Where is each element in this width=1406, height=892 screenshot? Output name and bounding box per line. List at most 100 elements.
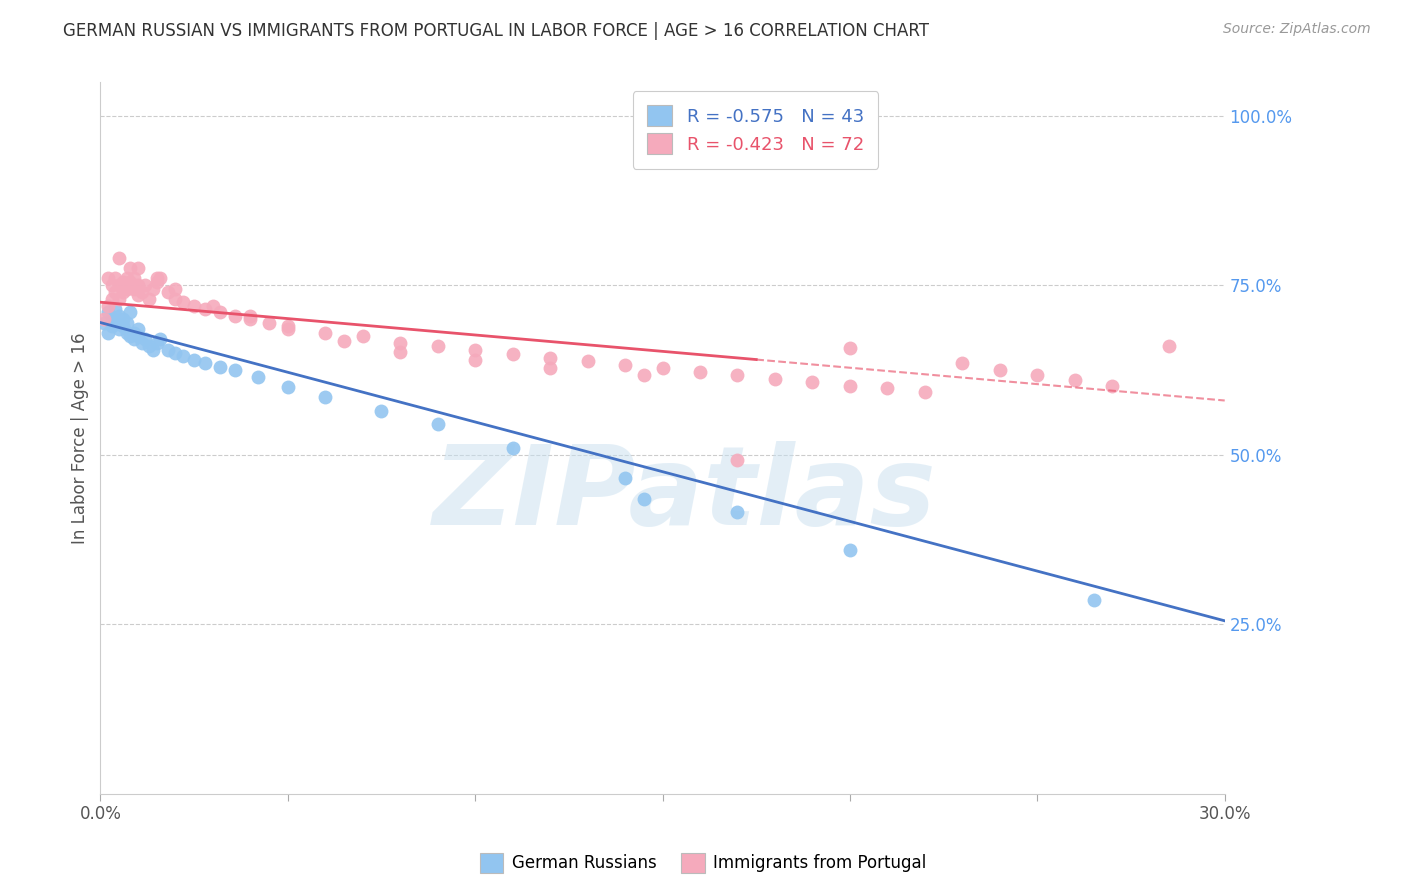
Point xyxy=(763,372,786,386)
Point xyxy=(633,368,655,382)
Point xyxy=(104,301,127,316)
Point xyxy=(914,385,936,400)
Point xyxy=(224,309,246,323)
Point xyxy=(1083,593,1105,607)
Point xyxy=(138,339,160,353)
Point xyxy=(120,275,142,289)
Point xyxy=(142,343,165,357)
Point xyxy=(142,282,165,296)
Point xyxy=(389,335,412,350)
Point xyxy=(115,326,138,340)
Point xyxy=(988,363,1011,377)
Point xyxy=(839,542,862,557)
Point xyxy=(120,305,142,319)
Point xyxy=(104,285,127,299)
Point xyxy=(172,295,194,310)
Point xyxy=(149,333,172,347)
Point xyxy=(108,278,131,293)
Point xyxy=(633,491,655,506)
Point xyxy=(209,359,232,374)
Point xyxy=(277,322,299,336)
Point xyxy=(104,271,127,285)
Point xyxy=(538,351,561,366)
Point xyxy=(502,441,524,455)
Point xyxy=(257,316,280,330)
Point xyxy=(165,282,187,296)
Point xyxy=(464,343,486,357)
Point xyxy=(111,312,134,326)
Legend: German Russians, Immigrants from Portugal: German Russians, Immigrants from Portuga… xyxy=(474,847,932,880)
Point xyxy=(145,275,167,289)
Point xyxy=(115,282,138,296)
Point xyxy=(127,278,149,293)
Text: ZIPatlas: ZIPatlas xyxy=(433,442,936,549)
Point xyxy=(108,309,131,323)
Point xyxy=(183,352,205,367)
Point xyxy=(97,326,120,340)
Point xyxy=(122,326,145,340)
Point xyxy=(239,312,262,326)
Point xyxy=(209,305,232,319)
Point xyxy=(801,375,824,389)
Point xyxy=(165,292,187,306)
Y-axis label: In Labor Force | Age > 16: In Labor Force | Age > 16 xyxy=(72,332,89,543)
Point xyxy=(100,278,122,293)
Point xyxy=(127,288,149,302)
Point xyxy=(127,261,149,276)
Point xyxy=(183,299,205,313)
Point xyxy=(111,275,134,289)
Point xyxy=(839,341,862,355)
Point xyxy=(100,312,122,326)
Point xyxy=(370,403,392,417)
Point xyxy=(172,350,194,364)
Point xyxy=(950,356,973,370)
Point xyxy=(352,329,374,343)
Point xyxy=(277,318,299,333)
Point xyxy=(93,316,115,330)
Point xyxy=(138,292,160,306)
Point xyxy=(149,271,172,285)
Point xyxy=(131,285,153,299)
Point xyxy=(651,361,673,376)
Point xyxy=(97,271,120,285)
Point xyxy=(201,299,224,313)
Point xyxy=(156,343,179,357)
Point xyxy=(246,369,269,384)
Point xyxy=(224,363,246,377)
Point xyxy=(111,318,134,333)
Point xyxy=(108,251,131,265)
Point xyxy=(614,358,637,372)
Point xyxy=(156,285,179,299)
Point xyxy=(314,390,336,404)
Point xyxy=(120,329,142,343)
Point xyxy=(389,344,412,359)
Point xyxy=(145,335,167,350)
Point xyxy=(127,322,149,336)
Point xyxy=(277,380,299,394)
Text: Source: ZipAtlas.com: Source: ZipAtlas.com xyxy=(1223,22,1371,37)
Point xyxy=(426,417,449,432)
Point xyxy=(314,326,336,340)
Point xyxy=(111,285,134,299)
Point xyxy=(108,292,131,306)
Point xyxy=(115,271,138,285)
Point xyxy=(727,368,749,382)
Point xyxy=(239,309,262,323)
Legend: R = -0.575   N = 43, R = -0.423   N = 72: R = -0.575 N = 43, R = -0.423 N = 72 xyxy=(633,91,879,169)
Point xyxy=(97,299,120,313)
Point xyxy=(1063,373,1085,387)
Text: GERMAN RUSSIAN VS IMMIGRANTS FROM PORTUGAL IN LABOR FORCE | AGE > 16 CORRELATION: GERMAN RUSSIAN VS IMMIGRANTS FROM PORTUG… xyxy=(63,22,929,40)
Point xyxy=(115,316,138,330)
Point xyxy=(689,365,711,379)
Point xyxy=(614,471,637,485)
Point xyxy=(876,381,898,395)
Point xyxy=(100,318,122,333)
Point xyxy=(1157,339,1180,353)
Point xyxy=(93,312,115,326)
Point xyxy=(1101,378,1123,392)
Point xyxy=(134,278,156,293)
Point xyxy=(464,352,486,367)
Point xyxy=(502,347,524,361)
Point xyxy=(100,292,122,306)
Point xyxy=(131,335,153,350)
